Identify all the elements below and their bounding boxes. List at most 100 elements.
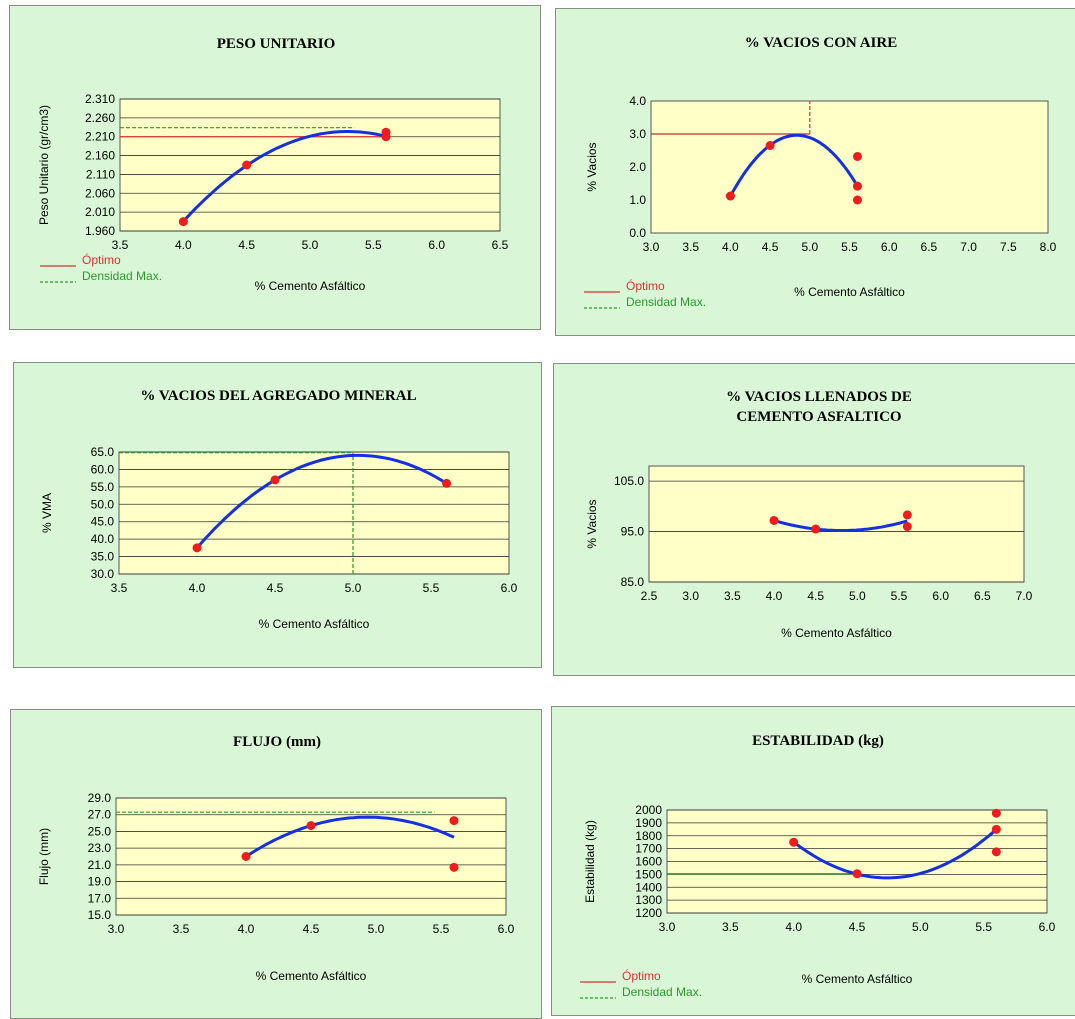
y-tick-label: 1800	[635, 829, 662, 843]
trend-curve	[182, 130, 387, 223]
x-tick-label: 6.5	[921, 240, 938, 254]
x-tick-label: 7.0	[960, 240, 977, 254]
chart-title: ESTABILIDAD (kg)	[752, 733, 884, 749]
y-tick-label: 25.0	[88, 824, 112, 838]
y-tick-label: 2.210	[85, 130, 115, 144]
y-tick-label: 1600	[635, 855, 662, 869]
data-point	[192, 543, 202, 553]
y-tick-label: 21.0	[88, 858, 112, 872]
chart-title: % VACIOS LLENADOS DE	[726, 389, 912, 405]
data-point	[765, 141, 775, 151]
y-tick-label: 2.0	[629, 160, 646, 174]
chart-svg: % VACIOS CON AIRE 0.0 1.0 2.0 3.0 4.0 3.0 3.5 4.…	[584, 35, 1057, 309]
data-point	[811, 524, 821, 534]
y-tick-label: 17.0	[88, 891, 112, 905]
y-axis-label: % Vacios	[585, 499, 599, 548]
plot-area	[650, 100, 1049, 234]
x-tick-label: 5.0	[302, 238, 319, 252]
legend-label: Densidad Max.	[622, 985, 702, 999]
chart-title: PESO UNITARIO	[217, 36, 336, 52]
x-tick-label: 7.0	[1016, 589, 1033, 603]
x-tick-label: 6.0	[1039, 920, 1056, 934]
y-axis-label: Flujo (mm)	[37, 828, 51, 885]
y-tick-label: 105.0	[614, 474, 644, 488]
data-point	[270, 475, 280, 485]
y-tick-label: 29.0	[88, 791, 112, 805]
x-tick-label: 4.5	[762, 240, 779, 254]
y-tick-label: 1.0	[629, 193, 646, 207]
data-point	[725, 191, 735, 201]
chart-svg: FLUJO (mm) 15.0 17.0 19.0 21.0 23.0 25.0 27.0 29…	[37, 734, 515, 983]
trend-curve	[729, 133, 859, 197]
y-tick-label: 23.0	[88, 841, 112, 855]
x-tick-label: 3.5	[173, 922, 190, 936]
x-tick-label: 3.0	[682, 589, 699, 603]
y-tick-label: 4.0	[629, 94, 646, 108]
y-tick-label: 1400	[635, 880, 662, 894]
data-point	[902, 522, 912, 532]
data-point	[852, 869, 862, 879]
data-point	[991, 808, 1001, 818]
data-point	[442, 478, 452, 488]
x-tick-label: 3.0	[643, 240, 660, 254]
y-axis-label: % VMA	[40, 493, 54, 533]
x-tick-label: 4.0	[189, 581, 206, 595]
x-axis-label: % Cemento Asfáltico	[259, 617, 370, 631]
data-point	[852, 151, 862, 161]
x-tick-label: 3.5	[682, 240, 699, 254]
x-tick-label: 6.0	[881, 240, 898, 254]
x-tick-label: 5.0	[849, 589, 866, 603]
plot-area	[115, 797, 507, 916]
trend-curve	[773, 519, 908, 532]
x-axis-label: % Cemento Asfáltico	[256, 969, 367, 983]
data-point	[306, 821, 316, 831]
chart-svg: % VACIOS LLENADOS DE CEMENTO ASFALTICO 85.…	[585, 389, 1033, 640]
x-tick-label: 5.5	[423, 581, 440, 595]
y-tick-label: 2.060	[85, 186, 115, 200]
y-tick-label: 15.0	[88, 908, 112, 922]
trend-curve	[195, 453, 448, 549]
plot-area	[118, 451, 510, 575]
legend-label: Densidad Max.	[82, 269, 162, 283]
data-point	[449, 816, 459, 826]
x-axis-label: % Cemento Asfáltico	[794, 285, 905, 299]
chart-vacios-con-aire: % VACIOS CON AIRE 0.0 1.0 2.0 3.0 4.0 3.0 3.5 4.…	[555, 8, 1075, 336]
data-point	[852, 181, 862, 191]
y-tick-label: 2000	[635, 803, 662, 817]
y-tick-label: 40.0	[91, 532, 115, 546]
data-point	[991, 847, 1001, 857]
legend-label: Densidad Max.	[626, 295, 706, 309]
y-tick-label: 1.960	[85, 224, 115, 238]
y-tick-label: 1200	[635, 906, 662, 920]
y-tick-label: 1700	[635, 842, 662, 856]
data-point	[789, 837, 799, 847]
data-point	[852, 195, 862, 205]
x-tick-label: 2.5	[641, 589, 658, 603]
data-point	[381, 132, 391, 142]
y-tick-label: 2.010	[85, 205, 115, 219]
y-tick-label: 1900	[635, 816, 662, 830]
x-tick-label: 3.5	[724, 589, 741, 603]
x-tick-label: 5.5	[891, 589, 908, 603]
data-point	[242, 160, 252, 170]
y-tick-label: 35.0	[91, 550, 115, 564]
y-tick-label: 55.0	[91, 480, 115, 494]
data-point	[902, 510, 912, 520]
x-tick-label: 6.5	[974, 589, 991, 603]
y-tick-label: 60.0	[91, 462, 115, 476]
plot-area	[648, 465, 1025, 583]
x-tick-label: 3.5	[111, 581, 128, 595]
legend-label: Óptimo	[82, 252, 121, 267]
chart-title: % VACIOS CON AIRE	[745, 35, 897, 51]
data-point	[449, 862, 459, 872]
chart-title: CEMENTO ASFALTICO	[736, 409, 901, 425]
y-tick-label: 2.110	[86, 167, 115, 181]
y-tick-label: 30.0	[91, 567, 115, 581]
x-tick-label: 4.5	[267, 581, 284, 595]
y-tick-label: 65.0	[91, 445, 115, 459]
x-tick-label: 5.0	[912, 920, 929, 934]
x-tick-label: 4.0	[785, 920, 802, 934]
y-tick-label: 45.0	[91, 515, 115, 529]
x-tick-label: 4.5	[238, 238, 255, 252]
x-tick-label: 6.0	[932, 589, 949, 603]
